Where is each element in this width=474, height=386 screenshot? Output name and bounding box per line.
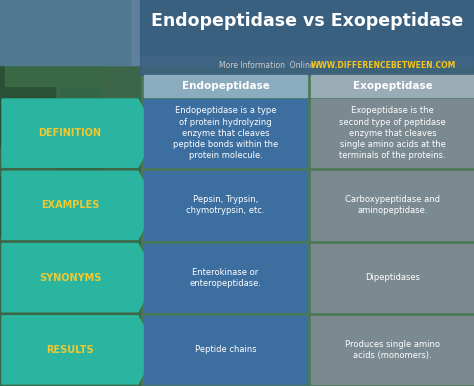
Bar [311, 171, 474, 239]
Bar [0, 0, 140, 386]
Bar [5, 26, 105, 86]
Bar [144, 316, 307, 384]
Text: Pepsin, Trypsin,
chymotrypsin, etc.: Pepsin, Trypsin, chymotrypsin, etc. [186, 195, 265, 215]
Text: RESULTS: RESULTS [46, 345, 94, 355]
Text: Dipeptidases: Dipeptidases [365, 273, 420, 282]
Bar [144, 244, 307, 312]
Text: EXAMPLES: EXAMPLES [41, 200, 99, 210]
Text: Carboxypeptidase and
aminopeptidase.: Carboxypeptidase and aminopeptidase. [345, 195, 440, 215]
Text: More Information  Online: More Information Online [219, 61, 315, 69]
Bar [0, 176, 70, 236]
Bar [140, 55, 474, 75]
Bar [144, 99, 307, 167]
Text: Produces single amino
acids (monomers).: Produces single amino acids (monomers). [345, 340, 440, 360]
Polygon shape [2, 244, 156, 312]
Text: Endopeptidase vs Exopeptidase: Endopeptidase vs Exopeptidase [151, 12, 463, 30]
Bar [60, 86, 100, 186]
Bar [311, 316, 474, 384]
Text: Exopeptidase is the
second type of peptidase
enzyme that cleaves
single amino ac: Exopeptidase is the second type of pepti… [339, 107, 446, 160]
Text: SYNONYMS: SYNONYMS [39, 273, 101, 283]
Text: Peptide chains: Peptide chains [195, 345, 256, 354]
Polygon shape [2, 99, 156, 167]
Polygon shape [2, 316, 156, 384]
Text: Enterokinase or
enteropeptidase.: Enterokinase or enteropeptidase. [190, 267, 262, 288]
Bar [0, 66, 55, 146]
Bar [0, 0, 130, 65]
Text: Endopeptidase is a type
of protein hydrolyzing
enzyme that cleaves
peptide bonds: Endopeptidase is a type of protein hydro… [173, 107, 278, 160]
Text: DEFINITION: DEFINITION [38, 128, 101, 138]
Bar [144, 171, 307, 239]
Bar [0, 0, 474, 65]
Polygon shape [2, 171, 156, 239]
Bar [311, 244, 474, 312]
Text: Exopeptidase: Exopeptidase [353, 81, 432, 91]
Bar [144, 75, 307, 97]
Bar [140, 0, 474, 55]
Bar [311, 99, 474, 167]
Text: Endopeptidase: Endopeptidase [182, 81, 269, 91]
Bar [311, 75, 474, 97]
Text: WWW.DIFFERENCEBETWEEN.COM: WWW.DIFFERENCEBETWEEN.COM [311, 61, 456, 69]
